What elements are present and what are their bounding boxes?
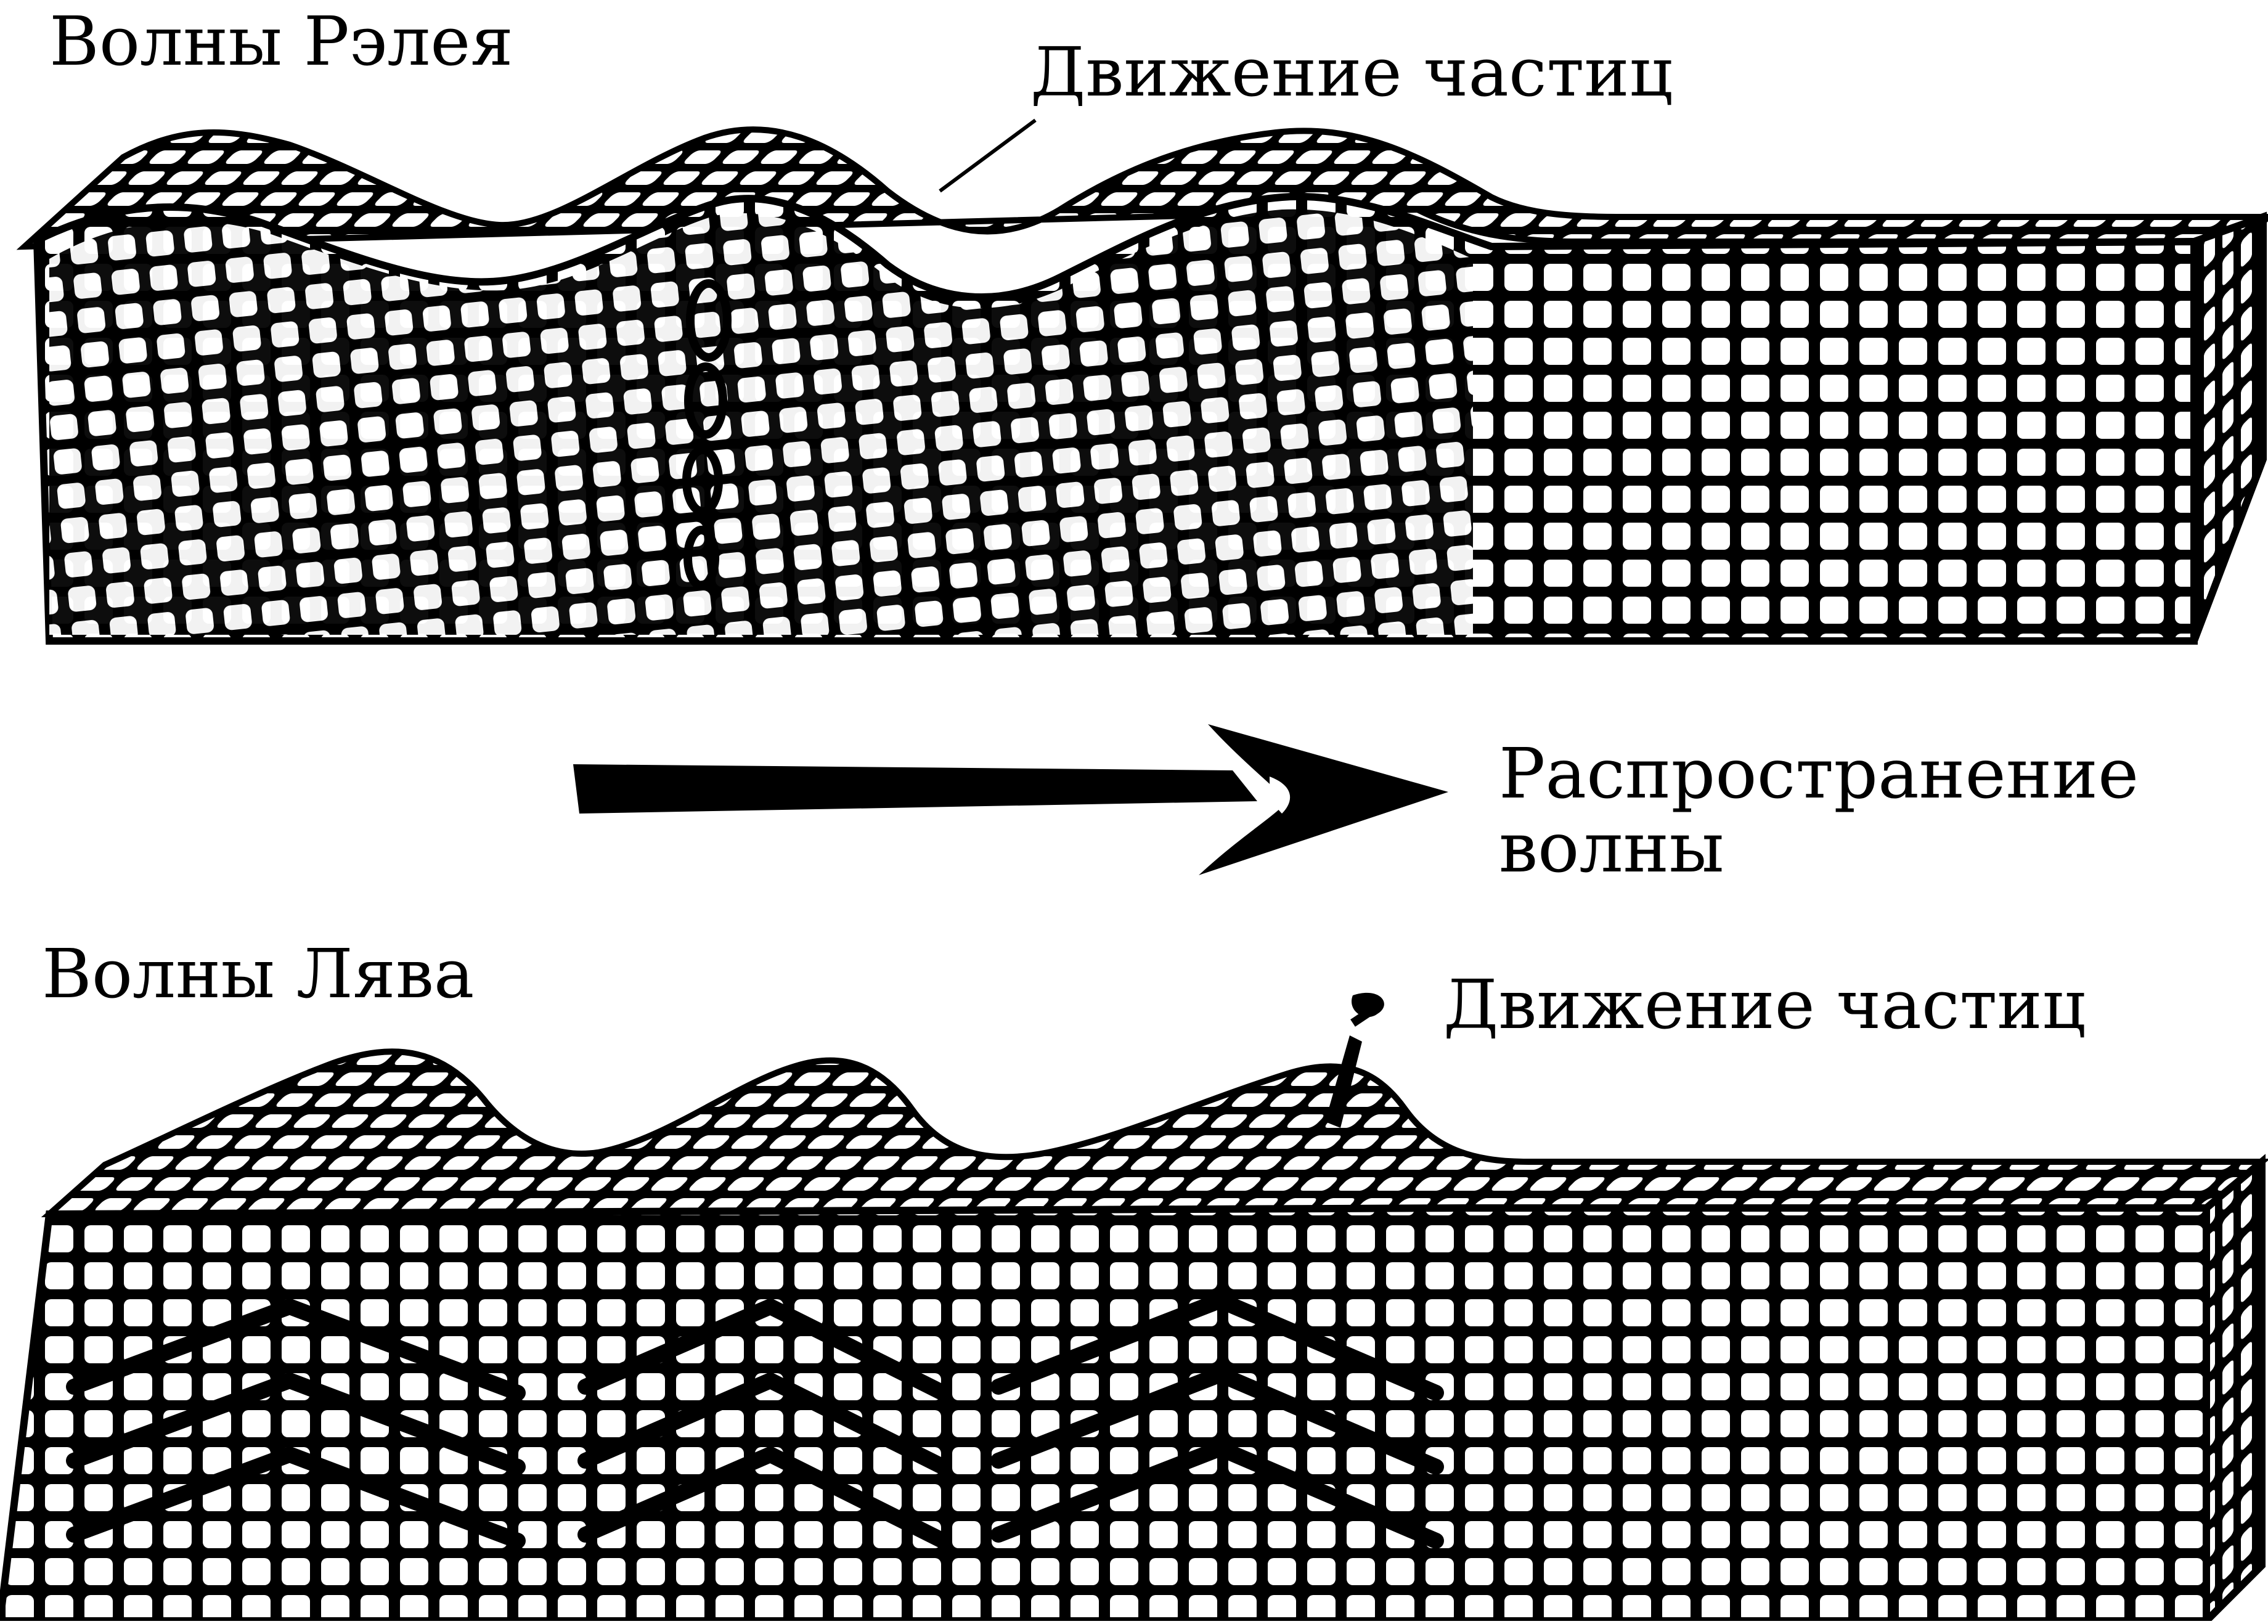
rayleigh-side-face [2194,217,2263,641]
propagation-label-line1: Распространение [1499,740,2139,809]
love-side-face [2206,1162,2262,1621]
love-wave-block [0,993,2262,1621]
rayleigh-wave-zone [49,210,1473,635]
love-title: Волны Лява [42,940,474,1008]
propagation-arrow [573,724,1448,875]
love-top-surface [49,1051,2262,1214]
rayleigh-top-surface [25,129,2268,247]
rayleigh-leader-line [940,120,1035,191]
rayleigh-particle-motion-label: Движение частиц [1030,38,1673,106]
arrow-shaft [573,764,1257,814]
love-particle-motion-label: Движение частиц [1443,971,2086,1038]
rayleigh-title: Волны Рэлея [49,7,513,75]
propagation-label-line2: волны [1499,814,1724,883]
rayleigh-wave-block [25,120,2268,641]
